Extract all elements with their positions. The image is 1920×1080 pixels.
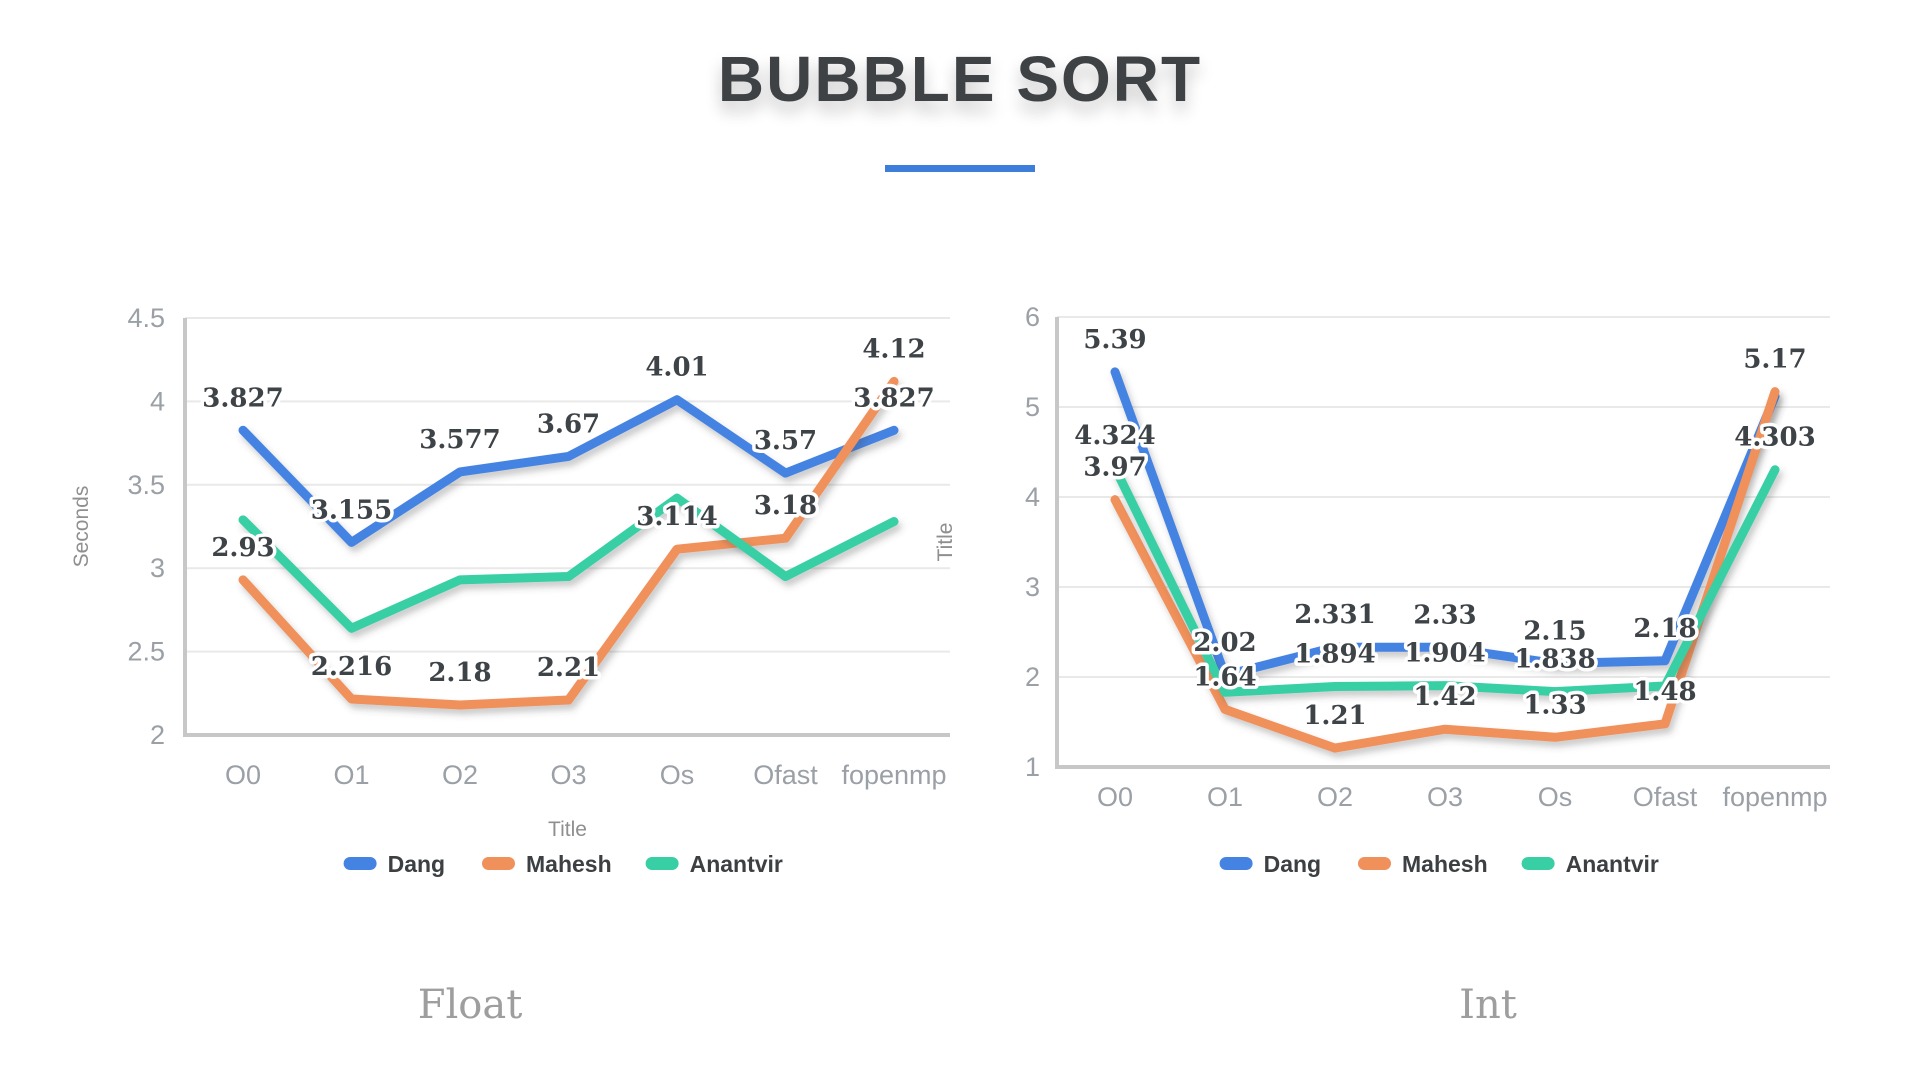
legend-label: Dang <box>1264 851 1322 877</box>
legend-swatch <box>1219 857 1253 870</box>
data-label-mahesh: 2.216 <box>311 652 392 682</box>
data-label-anantvir: 4.303 <box>1734 423 1815 453</box>
data-label-dang: 2.331 <box>1294 600 1375 630</box>
data-label-mahesh: 2.93 <box>211 533 274 563</box>
x-tick-label: Os <box>1538 782 1573 812</box>
data-label-mahesh: 1.42 <box>1413 682 1476 712</box>
data-label-anantvir: 1.894 <box>1294 640 1375 670</box>
y-tick-label: 4 <box>1025 482 1040 512</box>
data-label-dang: 2.33 <box>1413 600 1476 630</box>
data-label-mahesh: 3.114 <box>636 502 717 532</box>
x-tick-label: O3 <box>550 760 586 790</box>
legend-label: Anantvir <box>1566 851 1659 877</box>
x-tick-label: fopenmp <box>841 760 946 790</box>
data-label-dang: 5.39 <box>1083 325 1146 355</box>
x-axis-title: Title <box>548 818 587 841</box>
y-tick-label: 3 <box>1025 572 1040 602</box>
series-line-anantvir <box>238 493 899 633</box>
page-title: BUBBLE SORT <box>717 43 1203 115</box>
y-tick-label: 2 <box>1025 662 1040 692</box>
legend-label: Dang <box>388 851 446 877</box>
data-label-dang: 3.827 <box>853 383 934 413</box>
x-tick-label: fopenmp <box>1722 782 1827 812</box>
x-tick-label: O2 <box>1317 782 1353 812</box>
legend-item-mahesh: Mahesh <box>1358 851 1488 877</box>
legend-label: Anantvir <box>690 851 783 877</box>
legend-label: Mahesh <box>526 851 612 877</box>
series-line-dang <box>238 395 899 547</box>
y-tick-label: 4.5 <box>127 303 165 333</box>
y-tick-label: 3 <box>150 553 165 583</box>
chart-float: 2 2.5 3 3.5 4 4.5 O0 O1 O2 O3 Os Ofast fopenmp Title S… <box>70 303 950 877</box>
data-label-mahesh: 3.97 <box>1083 453 1146 483</box>
legend-item-dang: Dang <box>1219 851 1322 877</box>
legend-swatch <box>1521 857 1555 870</box>
series-line-mahesh <box>238 376 899 710</box>
data-label-anantvir: 1.904 <box>1404 639 1485 669</box>
y-tick-label: 2.5 <box>127 637 165 667</box>
data-label-mahesh: 1.48 <box>1633 677 1696 707</box>
series-line-anantvir <box>1110 463 1780 697</box>
y-axis-title: Seconds <box>70 486 93 568</box>
legend-item-anantvir: Anantvir <box>645 851 783 877</box>
data-label-dang: 3.155 <box>311 495 392 525</box>
legend-swatch <box>1358 857 1391 870</box>
y-tick-label: 5 <box>1025 392 1040 422</box>
data-label-mahesh: 3.18 <box>754 491 817 521</box>
legend-label: Mahesh <box>1402 851 1488 877</box>
data-label-anantvir: 1.838 <box>1514 645 1595 675</box>
series-line-mahesh <box>1110 387 1780 753</box>
x-tick-label: O3 <box>1427 782 1463 812</box>
x-tick-label: Os <box>660 760 695 790</box>
x-tick-label: Ofast <box>753 760 818 790</box>
data-label-mahesh: 1.64 <box>1193 662 1256 692</box>
x-tick-label: O2 <box>442 760 478 790</box>
legend-swatch <box>482 857 515 870</box>
data-label-dang: 2.15 <box>1523 617 1586 647</box>
data-label-mahesh: 1.33 <box>1523 690 1586 720</box>
x-tick-label: O1 <box>333 760 369 790</box>
data-label-dang: 2.18 <box>1633 614 1696 644</box>
chart-int: 1 2 3 4 5 6 O0 O1 O2 O3 Os Ofast fopenmp Title 5.39 2.0… <box>934 302 1830 877</box>
data-label-dang: 3.577 <box>419 425 500 455</box>
data-label-anantvir: 4.324 <box>1074 421 1155 451</box>
legend-swatch <box>343 857 377 870</box>
data-label-mahesh: 2.18 <box>428 658 491 688</box>
x-tick-label: O0 <box>1097 782 1133 812</box>
chart-caption-float: Float <box>417 982 523 1028</box>
data-label-dang: 4.01 <box>645 353 708 383</box>
title-underline <box>885 165 1035 172</box>
legend-item-dang: Dang <box>343 851 446 877</box>
data-label-mahesh: 5.17 <box>1743 345 1806 375</box>
legend-item-mahesh: Mahesh <box>482 851 612 877</box>
y-tick-label: 1 <box>1025 752 1040 782</box>
y-tick-label: 3.5 <box>127 470 165 500</box>
data-label-mahesh: 2.21 <box>537 653 600 683</box>
y-tick-label: 4 <box>150 386 165 416</box>
x-tick-label: O1 <box>1207 782 1243 812</box>
y-axis-title: Title <box>934 523 957 562</box>
legend-swatch <box>645 857 679 870</box>
x-tick-label: Ofast <box>1633 782 1698 812</box>
y-tick-label: 6 <box>1025 302 1040 332</box>
chart-caption-int: Int <box>1459 982 1517 1028</box>
x-tick-label: O0 <box>225 760 261 790</box>
data-label-mahesh: 1.21 <box>1303 701 1366 731</box>
data-label-mahesh: 4.12 <box>862 334 925 364</box>
data-label-dang: 3.57 <box>754 426 817 456</box>
legend-item-anantvir: Anantvir <box>1521 851 1659 877</box>
data-label-dang: 3.67 <box>537 409 600 439</box>
data-label-dang: 2.02 <box>1193 628 1256 658</box>
y-tick-label: 2 <box>150 720 165 750</box>
data-label-dang: 3.827 <box>202 383 283 413</box>
series-line-dang <box>1110 367 1780 680</box>
